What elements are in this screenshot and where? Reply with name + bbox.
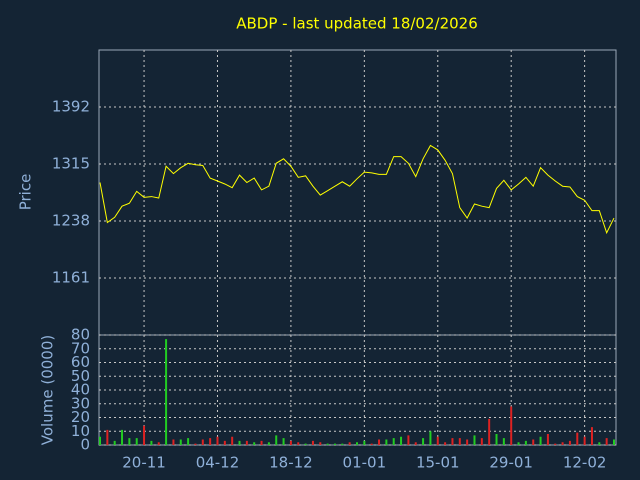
price-line	[99, 144, 615, 235]
volume-bar	[517, 442, 520, 445]
volume-bar	[348, 442, 351, 445]
y-tick-label: 1315	[52, 155, 90, 173]
volume-bar	[282, 438, 285, 445]
volume-bar	[444, 442, 447, 445]
volume-bar	[385, 439, 388, 445]
x-tick-label: 18-12	[269, 454, 313, 472]
volume-bar	[473, 435, 476, 445]
volume-bar	[451, 438, 454, 445]
volume-bar	[121, 429, 124, 445]
volume-bar	[165, 339, 168, 445]
volume-bar	[576, 432, 579, 445]
volume-bar	[238, 440, 241, 445]
y-tick-label: 10	[71, 422, 90, 440]
volume-bar	[583, 436, 586, 445]
x-tick-label: 15-01	[416, 454, 460, 472]
volume-bar	[605, 438, 608, 445]
volume-bar	[194, 443, 197, 445]
x-tick-label: 12-02	[563, 454, 607, 472]
volume-bar	[532, 439, 535, 445]
volume-bar	[245, 440, 248, 445]
volume-bar	[392, 438, 395, 445]
volume-bar	[524, 440, 527, 445]
volume-bar	[143, 425, 146, 445]
volume-bar	[554, 443, 557, 445]
volume-bar	[253, 442, 256, 445]
volume-bar	[260, 440, 263, 445]
volume-bar	[356, 442, 358, 445]
volume-bar	[179, 439, 182, 445]
volume-bar	[502, 438, 505, 445]
y-tick-label: 50	[71, 367, 90, 385]
volume-bar	[223, 440, 226, 445]
volume-bar	[231, 436, 234, 445]
volume-bar	[480, 438, 483, 445]
y-tick-label: 40	[71, 381, 90, 399]
volume-bar	[590, 427, 593, 445]
volume-bar	[150, 440, 153, 445]
volume-bar	[275, 435, 278, 445]
volume-bar	[319, 442, 322, 445]
volume-bar	[436, 436, 439, 445]
volume-bar	[216, 436, 219, 445]
volume-bar	[539, 436, 542, 445]
volume-bar	[378, 439, 381, 445]
volume-bar	[128, 438, 131, 445]
volume-bar	[333, 443, 336, 445]
chart-title: ABDP - last updated 18/02/2026	[236, 15, 478, 33]
y-tick-label: 1161	[52, 269, 90, 287]
y-axis-label: Price	[17, 174, 35, 211]
x-tick-label: 20-11	[122, 454, 166, 472]
volume-bar	[495, 434, 498, 445]
y-tick-label: 20	[71, 408, 90, 426]
volume-bar	[311, 440, 314, 445]
volume-bar	[201, 439, 204, 445]
volume-bar	[172, 439, 175, 445]
y-tick-label: 0	[80, 436, 90, 454]
volume-bar	[106, 429, 109, 445]
x-tick-label: 01-01	[343, 454, 387, 472]
y-axis-label: Volume (0000)	[39, 335, 57, 445]
volume-bar	[488, 418, 491, 445]
volume-bar	[546, 434, 549, 445]
volume-bar	[466, 439, 469, 445]
y-tick-label: 30	[71, 394, 90, 412]
volume-bar	[289, 440, 292, 445]
volume-bar	[613, 439, 615, 445]
volume-bar	[99, 436, 101, 445]
volume-bar	[429, 431, 432, 445]
volume-bar	[407, 435, 410, 445]
volume-bar	[598, 442, 601, 445]
y-tick-label: 1238	[52, 212, 90, 230]
volume-bar	[341, 443, 344, 445]
volume-bar	[326, 443, 329, 445]
volume-bar	[414, 442, 417, 445]
x-tick-label: 04-12	[196, 454, 240, 472]
volume-bar	[135, 438, 138, 445]
volume-bar	[113, 440, 116, 445]
volume-bar	[370, 443, 373, 445]
y-tick-label: 1392	[52, 98, 90, 116]
volume-bar	[187, 438, 190, 445]
volume-bar	[304, 443, 307, 445]
plot-frame	[98, 49, 617, 446]
volume-bar	[209, 438, 212, 445]
volume-bar	[297, 442, 300, 445]
volume-bar	[400, 436, 403, 445]
volume-bar	[422, 438, 425, 445]
volume-bar	[568, 440, 571, 445]
y-tick-label: 60	[71, 353, 90, 371]
volume-bar	[458, 438, 461, 445]
volume-bar	[363, 440, 366, 445]
volume-bar	[561, 442, 564, 445]
y-tick-label: 80	[71, 326, 90, 344]
volume-bar	[157, 442, 160, 445]
volume-bar	[510, 406, 513, 445]
volume-bar	[267, 442, 270, 445]
y-tick-label: 70	[71, 339, 90, 357]
x-tick-label: 29-01	[489, 454, 533, 472]
